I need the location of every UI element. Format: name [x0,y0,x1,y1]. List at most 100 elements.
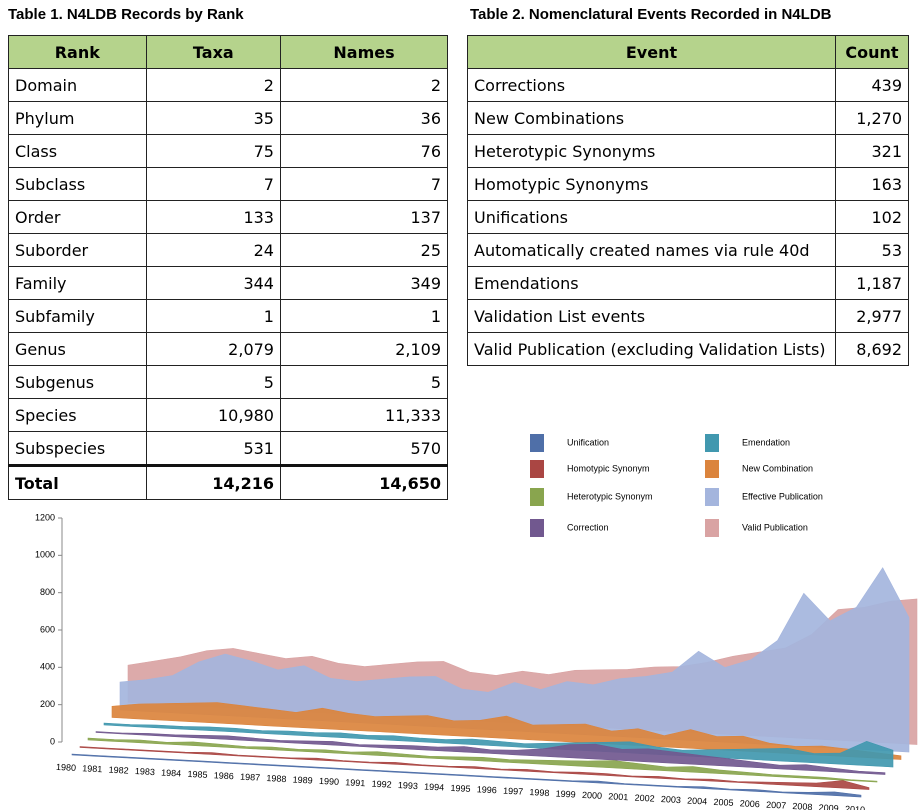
cell: 36 [279,101,449,135]
cell: 163 [835,167,909,201]
x-tick-label: 2004 [687,795,708,806]
cell: 5 [145,365,281,399]
cell: 8,692 [835,332,909,366]
row: New Combinations 1,270 [467,101,909,135]
cell: 2,977 [835,299,909,333]
x-tick-label: 2002 [634,793,655,804]
cell: 1,187 [835,266,909,300]
x-tick-label: 1995 [450,783,471,794]
cell: Family [8,266,147,300]
row: Unifications 102 [467,200,909,234]
cell: 1 [279,299,449,333]
cell: 321 [835,134,909,168]
row: Suborder 24 25 [8,233,449,267]
row: Validation List events 2,977 [467,299,909,333]
cell: 75 [145,134,281,168]
x-tick-label: 1988 [266,773,287,784]
row: Genus 2,079 2,109 [8,332,449,366]
rank-table: Rank Taxa Names Domain 2 2 Phylum 35 36 Class 75 76… [8,35,449,500]
cell: Heterotypic Synonyms [467,134,836,168]
x-tick-label: 1992 [371,779,392,790]
cell: 10,980 [145,398,281,432]
cell: Suborder [8,233,147,267]
cell: 344 [145,266,281,300]
table-title: Table 1. N4LDB Records by Rank [8,6,244,23]
cell: 2,109 [279,332,449,366]
x-tick-label: 2000 [582,790,603,801]
cell: Genus [8,332,147,366]
cell: 133 [145,200,281,234]
x-tick-label: 2005 [713,797,734,808]
cell: Subfamily [8,299,147,333]
cell: 349 [279,266,449,300]
y-tick-label: 200 [40,699,55,709]
x-tick-label: 2008 [792,801,813,810]
cell: Phylum [8,101,147,135]
cell: Unifications [467,200,836,234]
area [95,731,886,775]
cell: Subclass [8,167,147,201]
legend-swatch [530,488,544,506]
cell: 1 [145,299,281,333]
cell: 7 [279,167,449,201]
x-tick-label: 1989 [292,774,313,785]
cell: 14,650 [279,464,449,500]
y-tick-label: 0 [50,736,55,746]
cell: 76 [279,134,449,168]
cell: 35 [145,101,281,135]
legend-label: Homotypic Synonym [567,463,650,473]
cell: Valid Publication (excluding Validation … [467,332,836,366]
header-row: Rank Taxa Names [8,35,449,69]
cell: 2,079 [145,332,281,366]
cell: 137 [279,200,449,234]
legend-label: Unification [567,437,609,447]
cell: Corrections [467,68,836,102]
cell: Total [8,464,147,500]
legend-label: Valid Publication [742,522,808,532]
cell: 531 [145,431,281,466]
cell: Order [8,200,147,234]
legend-label: Heterotypic Synonym [567,491,653,501]
x-tick-label: 1980 [56,762,77,773]
row: Subfamily 1 1 [8,299,449,333]
x-tick-label: 1985 [187,769,208,780]
header-cell: Count [835,35,909,69]
row: Valid Publication (excluding Validation … [467,332,909,366]
y-tick-label: 600 [40,624,55,634]
y-tick-label: 1000 [35,550,55,560]
row: Family 344 349 [8,266,449,300]
row: Subgenus 5 5 [8,365,449,399]
row: Corrections 439 [467,68,909,102]
row: Species 10,980 11,333 [8,398,449,432]
y-tick-label: 400 [40,662,55,672]
chart: 0 200 400 600 800 1000 1200 1980 1981 1982 1983 198… [35,434,918,810]
x-tick-label: 1999 [555,788,576,799]
x-tick-label: 2001 [608,791,629,802]
x-tick-label: 1993 [398,780,419,791]
area [79,746,870,790]
x-tick-label: 1991 [345,777,366,788]
header-cell: Names [279,35,449,69]
cell: Homotypic Synonyms [467,167,836,201]
cell: Validation List events [467,299,836,333]
cell: 102 [835,200,909,234]
cell: 2 [279,68,449,102]
cell: Subgenus [8,365,147,399]
row: Automatically created names via rule 40d… [467,233,909,267]
x-tick-label: 1982 [108,765,129,776]
cell: 53 [835,233,909,267]
table-title: Table 2. Nomenclatural Events Recorded i… [470,6,832,23]
legend-swatch [530,519,544,537]
y-tick-label: 800 [40,587,55,597]
row: Emendations 1,187 [467,266,909,300]
legend-swatch [705,460,719,478]
legend-swatch [530,434,544,452]
cell: 2 [145,68,281,102]
row: Heterotypic Synonyms 321 [467,134,909,168]
x-tick-label: 2007 [766,800,787,810]
total-row: Total 14,216 14,650 [8,464,449,500]
x-tick-label: 2006 [740,798,761,809]
row: Order 133 137 [8,200,449,234]
x-tick-label: 1983 [135,766,156,777]
